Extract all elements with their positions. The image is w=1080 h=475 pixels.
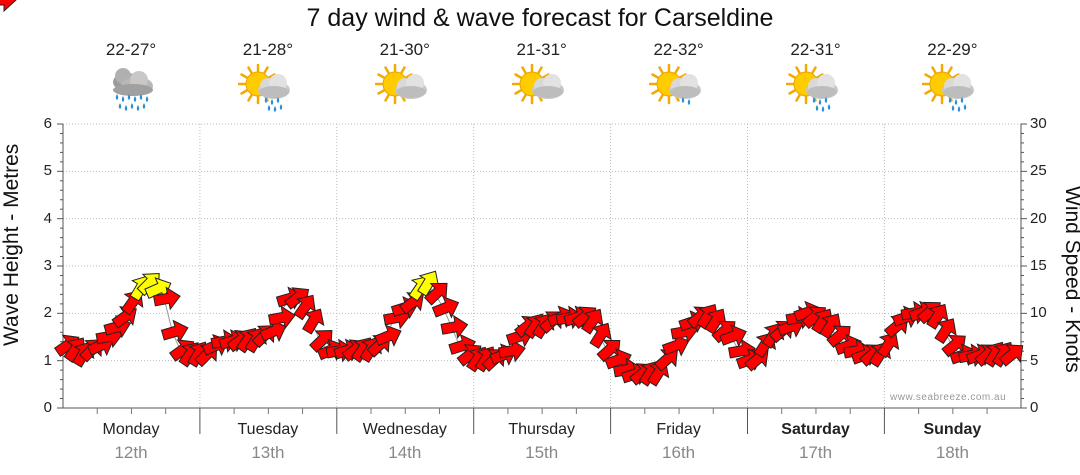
sun-cloud-drizzle-icon bbox=[648, 64, 701, 105]
wind-arrow bbox=[719, 324, 747, 348]
wind-arrow bbox=[431, 296, 460, 319]
sun-cloud-icon bbox=[374, 64, 427, 105]
temperature-range: 21-28° bbox=[242, 40, 294, 59]
wind-arrow bbox=[374, 324, 402, 347]
wind-arrow bbox=[581, 308, 604, 335]
x-day-date: 12th bbox=[114, 443, 148, 462]
wind-arrow bbox=[926, 303, 949, 330]
chart-axes bbox=[57, 123, 1027, 434]
x-day-name: Thursday bbox=[508, 421, 576, 438]
wind-arrow bbox=[661, 333, 690, 357]
x-day-date: 15th bbox=[525, 443, 559, 462]
watermark: www.seabreeze.com.au bbox=[890, 392, 1007, 403]
wind-arrow bbox=[0, 0, 17, 13]
x-day-date: 17th bbox=[798, 443, 833, 462]
y-left-tick-label: 3 bbox=[43, 257, 52, 274]
x-day-name: Sunday bbox=[923, 421, 982, 438]
x-day-name: Wednesday bbox=[362, 421, 447, 438]
wind-arrow bbox=[497, 338, 526, 363]
y-axis-right-label: Wind Speed - Knots bbox=[1061, 186, 1080, 373]
x-day-date: 16th bbox=[662, 443, 696, 462]
wind-arrow bbox=[259, 319, 287, 343]
y-right-tick-label: 25 bbox=[1030, 162, 1047, 180]
temperature-range: 21-30° bbox=[379, 40, 430, 59]
x-day-date: 13th bbox=[251, 443, 285, 462]
x-day-name: Tuesday bbox=[237, 421, 299, 438]
wind-arrow bbox=[293, 294, 316, 321]
wind-arrow bbox=[423, 282, 448, 306]
y-right-tick-label: 10 bbox=[1030, 304, 1047, 322]
temperature-range: 21-31° bbox=[516, 40, 567, 59]
wind-arrow bbox=[704, 308, 727, 335]
y-left-tick-label: 0 bbox=[43, 399, 52, 416]
wind-arrow bbox=[819, 313, 842, 340]
wind-arrow bbox=[998, 344, 1024, 367]
y-right-tick-label: 20 bbox=[1030, 209, 1047, 227]
wind-arrow bbox=[160, 319, 189, 344]
temperature-range: 22-32° bbox=[653, 40, 704, 59]
wind-arrow bbox=[302, 308, 325, 335]
day-forecast-header: 21-28° bbox=[200, 40, 336, 116]
y-right-tick-label: 30 bbox=[1030, 115, 1047, 132]
temperature-range: 22-31° bbox=[790, 40, 841, 59]
x-day-name: Friday bbox=[656, 421, 701, 438]
day-forecast-header: 22-32° bbox=[611, 40, 747, 116]
y-right-tick-label: 0 bbox=[1030, 399, 1039, 416]
y-right-tick-label: 5 bbox=[1030, 351, 1039, 369]
temperature-range: 22-29° bbox=[927, 40, 978, 59]
temperature-range: 22-27° bbox=[105, 40, 157, 59]
x-day-date: 18th bbox=[935, 443, 969, 462]
y-left-tick-label: 5 bbox=[43, 162, 52, 180]
y-left-tick-label: 4 bbox=[43, 209, 52, 227]
sun-cloud-rain-icon bbox=[785, 64, 838, 112]
x-day-name: Monday bbox=[102, 421, 160, 438]
wind-arrow bbox=[440, 314, 469, 339]
y-left-tick-label: 2 bbox=[43, 304, 52, 322]
wind-arrow bbox=[152, 286, 181, 311]
rain-cloud-icon bbox=[113, 68, 153, 111]
wind-arrow bbox=[267, 305, 296, 330]
day-forecast-header: 22-29° bbox=[884, 40, 1020, 116]
wind-arrow bbox=[934, 318, 957, 345]
y-right-tick-label: 15 bbox=[1030, 257, 1047, 274]
x-day-date: 14th bbox=[388, 443, 422, 462]
day-forecast-header: 22-27° bbox=[63, 40, 199, 116]
day-forecast-header: 21-31° bbox=[474, 40, 610, 116]
day-forecast-header: 21-30° bbox=[337, 40, 473, 116]
wind-arrow bbox=[876, 332, 900, 359]
wind-arrow bbox=[417, 270, 440, 297]
x-day-name: Saturday bbox=[781, 421, 850, 438]
wind-arrow bbox=[589, 322, 612, 349]
y-axis-left-label: Wave Height - Metres bbox=[0, 143, 23, 346]
y-left-tick-label: 6 bbox=[43, 115, 52, 132]
day-forecast-header: 22-31° bbox=[748, 40, 884, 116]
chart-title: 7 day wind & wave forecast for Carseldin… bbox=[306, 4, 774, 32]
wind-arrows-series bbox=[0, 0, 1024, 387]
wind-arrow bbox=[653, 349, 678, 372]
y-left-tick-label: 1 bbox=[43, 351, 52, 369]
sun-cloud-icon bbox=[511, 64, 564, 105]
sun-cloud-rain-icon bbox=[922, 64, 975, 112]
sun-cloud-rain-icon bbox=[237, 64, 290, 112]
